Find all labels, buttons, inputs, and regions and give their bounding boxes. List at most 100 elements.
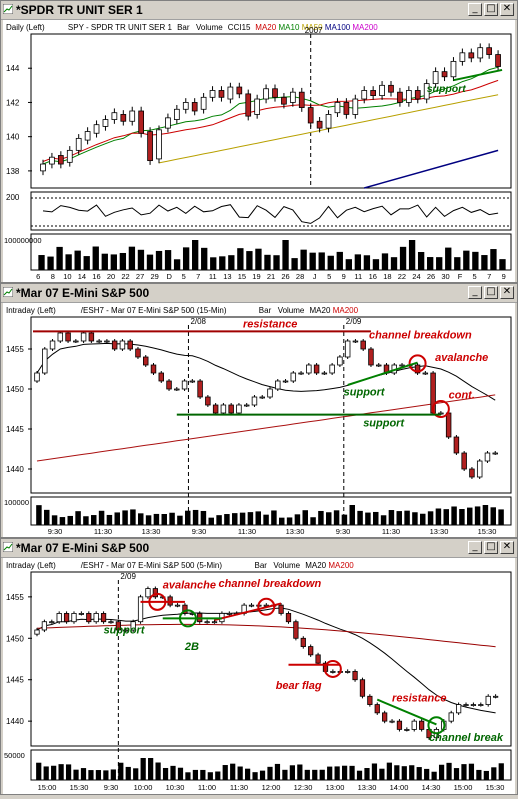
titlebar[interactable]: *Mar 07 E-Mini S&P 500 _ □ ✕: [1, 284, 517, 303]
legend-item: Intraday (Left): [6, 306, 56, 315]
volume-bar: [228, 255, 235, 270]
candle-up: [78, 613, 84, 615]
legend-item: Intraday (Left): [6, 561, 56, 570]
volume-bar: [286, 517, 293, 525]
cont-label: cont.: [449, 390, 475, 402]
volume-bar: [43, 766, 49, 780]
close-button[interactable]: ✕: [500, 286, 514, 299]
x-tick-label: 15:00: [454, 783, 473, 792]
volume-bar: [345, 259, 352, 270]
candle-down: [245, 93, 252, 117]
volume-bar: [245, 768, 251, 780]
x-tick-label: 13:30: [142, 527, 161, 536]
candle-up: [84, 131, 91, 141]
candle-up: [345, 671, 351, 673]
volume-bar: [282, 769, 288, 780]
volume-bar: [446, 762, 452, 780]
x-tick-label: 15: [238, 272, 246, 281]
candle-up: [42, 348, 48, 374]
volume-bar: [327, 255, 334, 270]
volume-bar: [133, 768, 139, 780]
y-tick-label: 144: [6, 64, 20, 73]
candle-down: [397, 91, 403, 103]
candle-up: [321, 372, 328, 375]
candle-up: [485, 695, 491, 705]
minimize-button[interactable]: _: [468, 3, 482, 16]
candle-up: [298, 372, 304, 375]
candle-up: [119, 340, 126, 350]
candle-up: [220, 404, 227, 414]
window-title: *SPDR TR UNIT SER 1: [16, 3, 143, 17]
titlebar[interactable]: *Mar 07 E-Mini S&P 500 _ □ ✕: [1, 539, 517, 558]
volume-bar: [327, 766, 333, 780]
close-button[interactable]: ✕: [500, 541, 514, 554]
ma200-line: [36, 394, 496, 462]
volume-bar: [271, 510, 277, 525]
volume-bar: [36, 505, 42, 525]
candle-up: [404, 729, 410, 731]
x-tick-label: 15:30: [70, 783, 89, 792]
annotation-circle: [323, 659, 342, 678]
titlebar[interactable]: *SPDR TR UNIT SER 1 _ □ ✕: [1, 1, 517, 20]
volume-bar: [38, 255, 45, 270]
candle-up: [411, 720, 417, 730]
volume-bar: [232, 513, 238, 525]
candle-up: [130, 621, 136, 631]
legend-item: CCI15: [228, 23, 251, 32]
volume-bar: [279, 517, 285, 525]
esh7-15min-window: *Mar 07 E-Mini S&P 500 _ □ ✕ Intraday (L…: [0, 283, 518, 538]
y-tick-label: 142: [6, 98, 20, 107]
support-label-lower: support: [363, 418, 405, 430]
session-date-label: 2/09: [120, 572, 136, 581]
volume-bar: [145, 515, 152, 525]
volume-bar: [200, 769, 206, 780]
volume-bar: [267, 766, 273, 780]
ma20-line: [36, 607, 496, 714]
2b-label: 2B: [184, 641, 199, 653]
candle-up: [282, 380, 289, 383]
x-tick-label: 5: [327, 272, 331, 281]
volume-bar: [170, 765, 176, 780]
candle-down: [197, 380, 203, 398]
minimize-button[interactable]: _: [468, 541, 482, 554]
maximize-button[interactable]: □: [484, 286, 498, 299]
candle-up: [476, 460, 483, 478]
minimize-button[interactable]: _: [468, 286, 482, 299]
candle-down: [396, 720, 403, 730]
close-button[interactable]: ✕: [500, 3, 514, 16]
volume-bar: [399, 246, 407, 270]
candle-up: [34, 629, 40, 635]
volume-bar: [291, 258, 298, 270]
channel-line: [214, 602, 282, 622]
volume-bar: [65, 764, 72, 780]
volume-bar: [201, 247, 208, 270]
volume-bar: [161, 513, 167, 525]
candle-down: [285, 613, 292, 623]
x-tick-label: 12:30: [294, 783, 313, 792]
candle-down: [63, 613, 70, 623]
candle-down: [313, 364, 320, 374]
annotation-circle: [427, 716, 446, 735]
maximize-button[interactable]: □: [484, 541, 498, 554]
volume-bar: [155, 250, 163, 270]
volume-bar: [138, 513, 144, 525]
legend-item: Volume: [273, 561, 300, 570]
volume-pane: [30, 233, 512, 271]
candle-up: [56, 613, 62, 623]
volume-bar: [318, 252, 325, 270]
volume-bar: [453, 768, 460, 780]
candle-up: [102, 119, 109, 127]
maximize-button[interactable]: □: [484, 3, 498, 16]
window-title: *Mar 07 E-Mini S&P 500: [16, 286, 150, 300]
volume-bar: [459, 509, 465, 525]
volume-bar: [416, 767, 422, 780]
x-tick-label: 7: [196, 272, 200, 281]
candle-up: [204, 621, 210, 624]
volume-bar: [304, 769, 310, 780]
x-tick-label: 9:30: [48, 527, 63, 536]
volume-bar: [73, 769, 79, 780]
candle-up: [75, 137, 82, 151]
candle-up: [477, 47, 484, 59]
candle-down: [272, 88, 278, 98]
volume-bar: [208, 517, 214, 525]
